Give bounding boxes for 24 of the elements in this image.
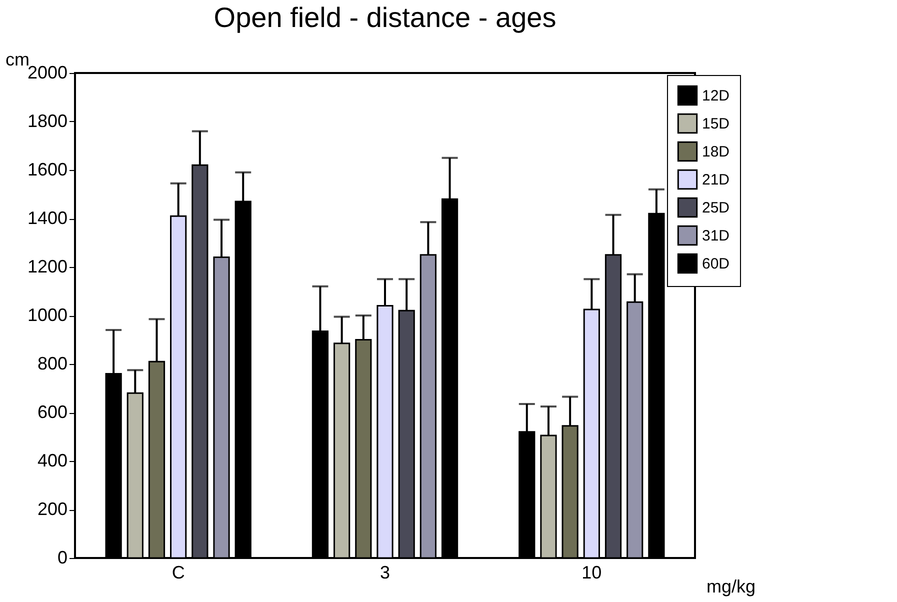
legend-label: 31D (702, 228, 730, 244)
x-tick-label: 3 (380, 562, 390, 582)
y-tick-label: 1000 (27, 305, 68, 325)
y-tick-label: 1800 (27, 111, 68, 131)
y-tick-label: 600 (37, 402, 68, 422)
legend-label: 25D (702, 200, 730, 216)
legend-label: 12D (702, 88, 730, 104)
y-tick-label: 200 (37, 499, 68, 519)
x-tick-label: 10 (582, 562, 602, 582)
y-tick-label: 800 (37, 354, 68, 374)
y-axis-title: cm (6, 50, 30, 70)
y-tick-label: 0 (57, 548, 68, 568)
y-tick-label: 1200 (27, 256, 68, 276)
chart-title: Open field - distance - ages (214, 2, 556, 33)
legend-label: 15D (702, 116, 730, 132)
y-tick-label: 1400 (27, 208, 68, 228)
legend-label: 60D (702, 256, 730, 272)
y-tick-label: 1600 (27, 160, 68, 180)
y-tick-label: 400 (37, 450, 68, 470)
x-axis-title: mg/kg (706, 576, 756, 596)
legend-label: 21D (702, 172, 730, 188)
y-tick-label: 2000 (27, 62, 68, 82)
legend-label: 18D (702, 144, 730, 160)
x-tick-label: C (172, 562, 185, 582)
